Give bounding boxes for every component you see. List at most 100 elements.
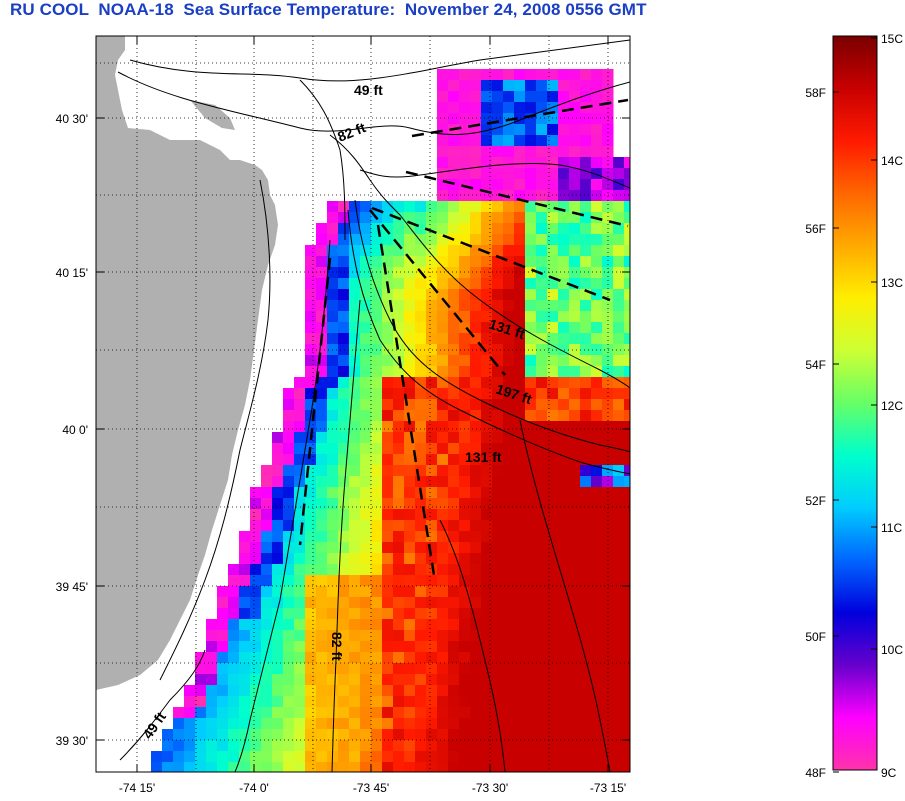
sst-pixel [316, 630, 328, 642]
sst-pixel [426, 685, 438, 697]
sst-pixel [492, 685, 504, 697]
sst-pixel [613, 498, 625, 510]
sst-pixel [514, 520, 526, 532]
sst-pixel [591, 586, 603, 598]
colorbar-label-58f: 58F [805, 86, 826, 100]
sst-pixel [393, 410, 405, 422]
sst-pixel [360, 377, 372, 389]
sst-pixel [261, 762, 273, 772]
sst-pixel [503, 586, 515, 598]
sst-pixel [448, 542, 460, 554]
sst-pixel [624, 553, 630, 565]
sst-pixel [580, 476, 592, 488]
sst-pixel [591, 641, 603, 653]
sst-pixel [558, 366, 570, 378]
sst-pixel [316, 663, 328, 675]
sst-pixel [536, 740, 548, 752]
sst-pixel [613, 157, 625, 169]
sst-pixel [580, 190, 592, 202]
sst-pixel [558, 553, 570, 565]
sst-pixel [393, 619, 405, 631]
sst-pixel [349, 751, 361, 763]
sst-pixel [525, 487, 537, 499]
sst-pixel [470, 311, 482, 323]
sst-pixel [305, 553, 317, 565]
colorbar: 15C 14C 13C 12C 11C 10C 9C 58F 56F 54F 5… [805, 32, 903, 780]
sst-pixel [503, 608, 515, 620]
sst-pixel [525, 641, 537, 653]
sst-pixel [514, 366, 526, 378]
sst-pixel [558, 718, 570, 730]
lon-label-73-45: -73 45' [353, 781, 389, 795]
sst-pixel [514, 223, 526, 235]
sst-pixel [459, 454, 471, 466]
sst-pixel [415, 377, 427, 389]
sst-pixel [393, 388, 405, 400]
sst-pixel [327, 674, 339, 686]
sst-pixel [602, 476, 614, 488]
sst-pixel [195, 740, 207, 752]
sst-pixel [547, 124, 559, 136]
sst-pixel [338, 245, 350, 257]
sst-pixel [316, 432, 328, 444]
sst-pixel [217, 685, 229, 697]
sst-pixel [316, 300, 328, 312]
sst-pixel [404, 300, 416, 312]
sst-pixel [624, 399, 630, 411]
sst-pixel [305, 366, 317, 378]
sst-pixel [591, 751, 603, 763]
sst-pixel [305, 333, 317, 345]
sst-pixel [591, 476, 603, 488]
sst-pixel [415, 641, 427, 653]
sst-pixel [536, 399, 548, 411]
sst-pixel [591, 674, 603, 686]
sst-pixel [250, 707, 262, 719]
sst-pixel [338, 399, 350, 411]
sst-pixel [470, 696, 482, 708]
sst-pixel [437, 597, 449, 609]
sst-pixel [371, 234, 383, 246]
sst-pixel [613, 399, 625, 411]
sst-pixel [316, 762, 328, 772]
sst-pixel [371, 586, 383, 598]
sst-pixel [437, 432, 449, 444]
sst-pixel [371, 707, 383, 719]
sst-pixel [382, 674, 394, 686]
sst-pixel [613, 410, 625, 422]
sst-pixel [261, 685, 273, 697]
sst-pixel [481, 729, 493, 741]
sst-pixel [591, 135, 603, 147]
sst-pixel [250, 718, 262, 730]
sst-pixel [437, 487, 449, 499]
sst-pixel [349, 377, 361, 389]
sst-pixel [316, 531, 328, 543]
sst-pixel [547, 91, 559, 103]
sst-pixel [239, 608, 251, 620]
sst-pixel [492, 267, 504, 279]
sst-pixel [316, 498, 328, 510]
sst-pixel [382, 685, 394, 697]
sst-pixel [272, 597, 284, 609]
sst-pixel [481, 289, 493, 301]
sst-pixel [470, 190, 482, 202]
sst-pixel [459, 718, 471, 730]
sst-pixel [459, 223, 471, 235]
sst-pixel [371, 421, 383, 433]
sst-pixel [525, 201, 537, 213]
sst-pixel [591, 289, 603, 301]
sst-pixel [162, 729, 174, 741]
sst-pixel [415, 597, 427, 609]
sst-pixel [382, 223, 394, 235]
sst-pixel [327, 630, 339, 642]
sst-pixel [569, 641, 581, 653]
sst-pixel [338, 707, 350, 719]
sst-pixel [580, 311, 592, 323]
sst-pixel [624, 190, 630, 202]
sst-pixel [470, 256, 482, 268]
sst-pixel [217, 652, 229, 664]
sst-pixel [294, 630, 306, 642]
sst-pixel [536, 509, 548, 521]
sst-pixel [547, 278, 559, 290]
sst-pixel [404, 256, 416, 268]
sst-pixel [261, 707, 273, 719]
